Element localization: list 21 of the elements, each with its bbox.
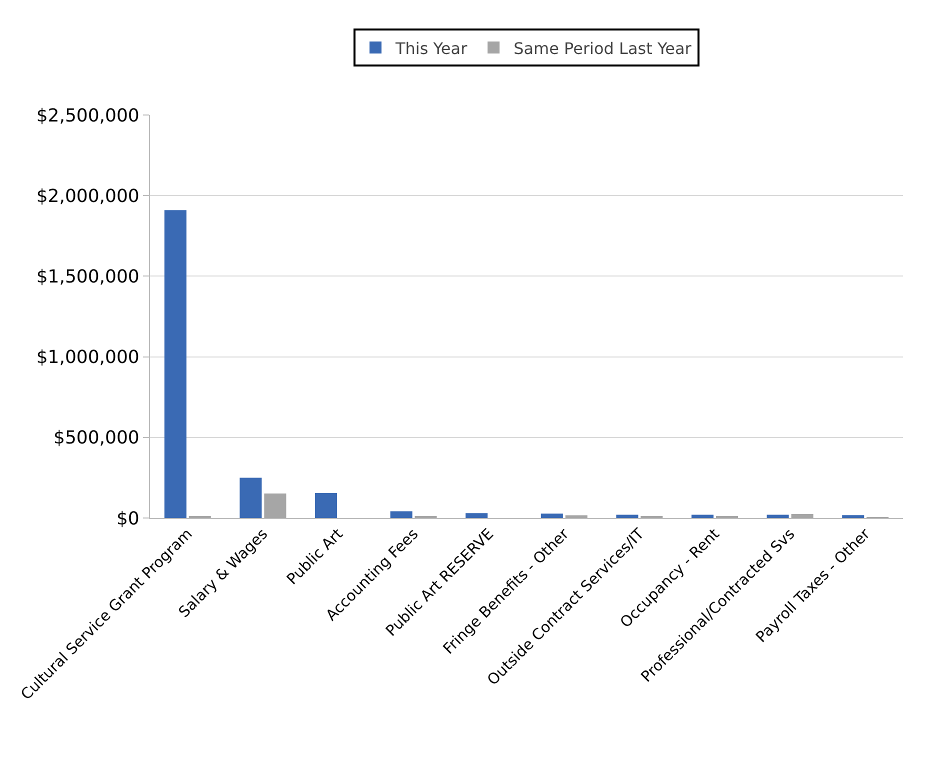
bar (766, 514, 789, 518)
y-tick-label: $500,000 (54, 428, 140, 449)
bar (315, 493, 338, 518)
bar (390, 511, 412, 518)
bar (240, 478, 262, 518)
bar (791, 514, 814, 518)
legend-label: Same Period Last Year (514, 38, 692, 58)
bar (540, 514, 563, 518)
y-tick-label: $2,500,000 (36, 105, 140, 126)
bar (616, 514, 638, 518)
y-tick-label: $1,000,000 (36, 347, 140, 368)
legend-label: This Year (394, 38, 468, 58)
bar (565, 515, 588, 518)
bar (466, 513, 488, 518)
y-tick-label: $2,000,000 (36, 186, 140, 207)
bar (692, 514, 714, 518)
y-tick-label: $0 (116, 508, 140, 530)
y-tick-label: $1,500,000 (36, 266, 140, 288)
bar (264, 494, 286, 518)
bar (842, 515, 864, 518)
bar (164, 210, 186, 518)
